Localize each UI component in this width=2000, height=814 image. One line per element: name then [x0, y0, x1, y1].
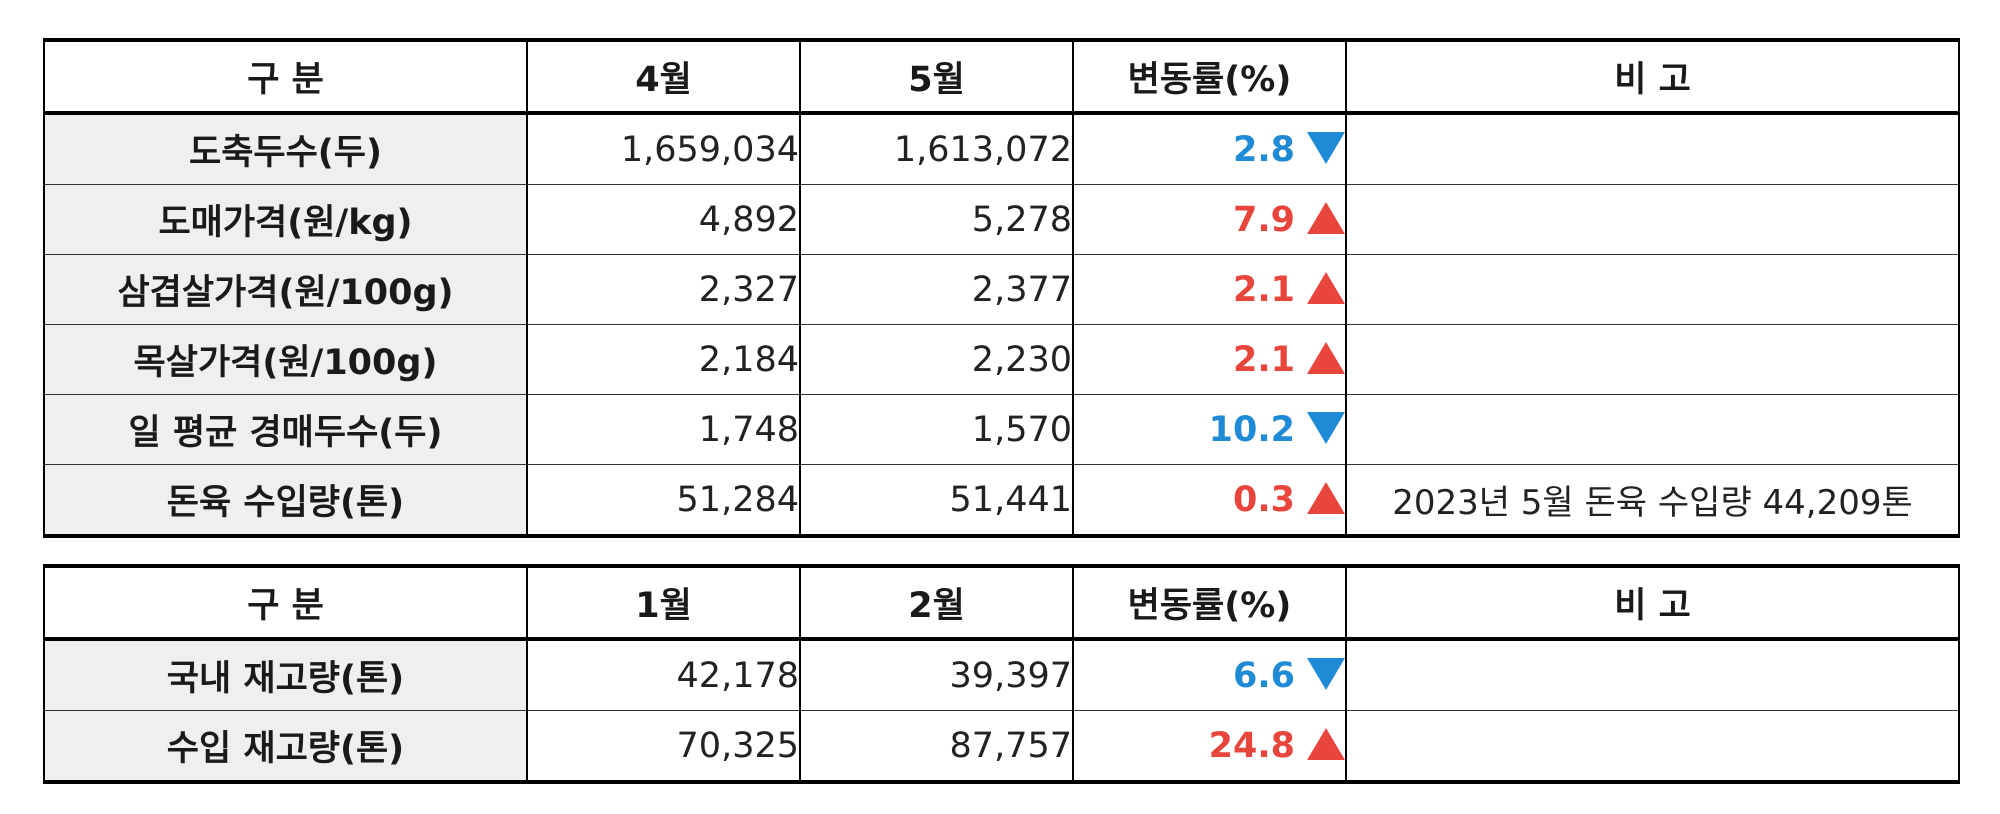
table-row: 수입 재고량(톤) 70,325 87,757 24.8: [43, 710, 1960, 784]
month-2-value: 51,441: [799, 464, 1074, 538]
table-row: 도매가격(원/kg) 4,892 5,278 7.9: [43, 184, 1960, 255]
header-category: 구 분: [43, 38, 528, 115]
change-rate-cell: 2.1: [1072, 254, 1347, 325]
note-cell: [1345, 324, 1960, 395]
month-2-value: 2,377: [799, 254, 1074, 325]
change-rate-cell: 0.3: [1072, 464, 1347, 538]
header-note: 비 고: [1345, 564, 1960, 641]
month-2-value: 1,570: [799, 394, 1074, 465]
change-rate-value: 0.3: [1232, 479, 1295, 520]
table-row: 국내 재고량(톤) 42,178 39,397 6.6: [43, 638, 1960, 711]
table-header-row: 구 분 1월 2월 변동률(%) 비 고: [43, 564, 1960, 641]
note-cell: 2023년 5월 돈육 수입량 44,209톤: [1345, 464, 1960, 538]
note-cell: [1345, 112, 1960, 185]
row-label: 삼겹살가격(원/100g): [43, 254, 528, 325]
month-1-value: 70,325: [526, 710, 801, 784]
change-rate-cell: 24.8: [1072, 710, 1347, 784]
header-change-rate: 변동률(%): [1072, 564, 1347, 641]
up-triangle-icon: [1307, 201, 1344, 234]
note-cell: [1345, 394, 1960, 465]
header-month-2: 5월: [799, 38, 1074, 115]
month-2-value: 39,397: [799, 638, 1074, 711]
table-row: 목살가격(원/100g) 2,184 2,230 2.1: [43, 324, 1960, 395]
month-1-value: 2,184: [526, 324, 801, 395]
row-label: 수입 재고량(톤): [43, 710, 528, 784]
row-label: 목살가격(원/100g): [43, 324, 528, 395]
month-1-value: 1,748: [526, 394, 801, 465]
change-rate-value: 24.8: [1208, 725, 1295, 766]
header-note: 비 고: [1345, 38, 1960, 115]
down-triangle-icon: [1307, 411, 1344, 444]
up-triangle-icon: [1307, 481, 1344, 514]
change-rate-value: 2.1: [1232, 269, 1295, 310]
row-label: 돈육 수입량(톤): [43, 464, 528, 538]
month-1-value: 4,892: [526, 184, 801, 255]
month-1-value: 51,284: [526, 464, 801, 538]
month-1-value: 42,178: [526, 638, 801, 711]
row-label: 도매가격(원/kg): [43, 184, 528, 255]
change-rate-value: 2.8: [1232, 129, 1295, 170]
month-2-value: 87,757: [799, 710, 1074, 784]
change-rate-cell: 2.8: [1072, 112, 1347, 185]
month-1-value: 1,659,034: [526, 112, 801, 185]
up-triangle-icon: [1307, 271, 1344, 304]
note-cell: [1345, 184, 1960, 255]
note-cell: [1345, 710, 1960, 784]
row-label: 국내 재고량(톤): [43, 638, 528, 711]
pork-statistics-table: 구 분 4월 5월 변동률(%) 비 고 도축두수(두) 1,659,034 1…: [43, 38, 1960, 538]
month-2-value: 2,230: [799, 324, 1074, 395]
month-2-value: 5,278: [799, 184, 1074, 255]
table-row: 일 평균 경매두수(두) 1,748 1,570 10.2: [43, 394, 1960, 465]
change-rate-cell: 6.6: [1072, 638, 1347, 711]
change-rate-cell: 10.2: [1072, 394, 1347, 465]
header-month-2: 2월: [799, 564, 1074, 641]
month-1-value: 2,327: [526, 254, 801, 325]
month-2-value: 1,613,072: [799, 112, 1074, 185]
note-cell: [1345, 638, 1960, 711]
header-category: 구 분: [43, 564, 528, 641]
up-triangle-icon: [1307, 341, 1344, 374]
change-rate-value: 7.9: [1232, 199, 1295, 240]
up-triangle-icon: [1307, 727, 1344, 760]
table-row: 돈육 수입량(톤) 51,284 51,441 0.3 2023년 5월 돈육 …: [43, 464, 1960, 538]
table-row: 도축두수(두) 1,659,034 1,613,072 2.8: [43, 112, 1960, 185]
note-cell: [1345, 254, 1960, 325]
table-header-row: 구 분 4월 5월 변동률(%) 비 고: [43, 38, 1960, 115]
change-rate-value: 2.1: [1232, 339, 1295, 380]
change-rate-value: 6.6: [1232, 655, 1295, 696]
row-label: 도축두수(두): [43, 112, 528, 185]
row-label: 일 평균 경매두수(두): [43, 394, 528, 465]
header-month-1: 4월: [526, 38, 801, 115]
change-rate-cell: 2.1: [1072, 324, 1347, 395]
header-change-rate: 변동률(%): [1072, 38, 1347, 115]
change-rate-cell: 7.9: [1072, 184, 1347, 255]
change-rate-value: 10.2: [1208, 409, 1295, 450]
header-month-1: 1월: [526, 564, 801, 641]
down-triangle-icon: [1307, 657, 1344, 690]
down-triangle-icon: [1307, 131, 1344, 164]
pork-inventory-table: 구 분 1월 2월 변동률(%) 비 고 국내 재고량(톤) 42,178 39…: [43, 564, 1960, 784]
table-row: 삼겹살가격(원/100g) 2,327 2,377 2.1: [43, 254, 1960, 325]
